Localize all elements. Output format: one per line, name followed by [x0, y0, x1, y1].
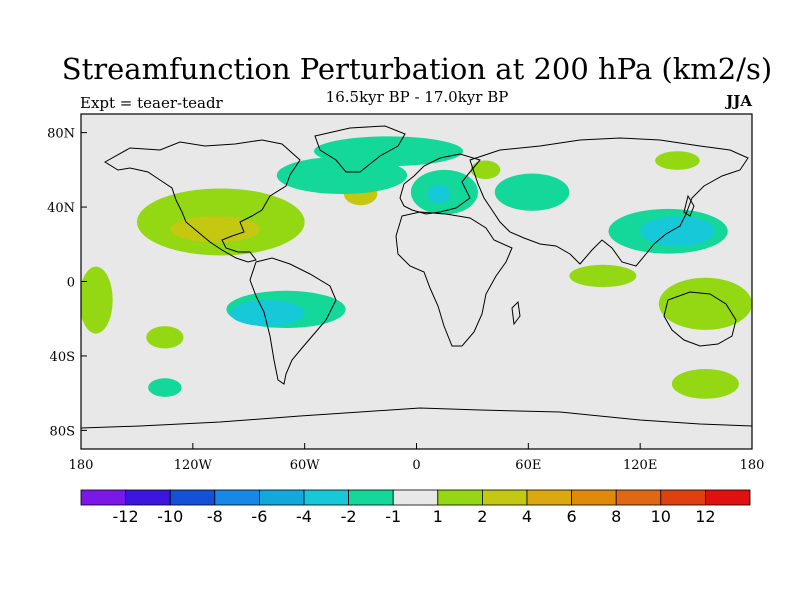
contour-region-australia-positive — [658, 277, 752, 330]
colorbar-swatch — [125, 489, 171, 506]
contour-region-indian-positive — [569, 264, 637, 288]
colorbar-label: -4 — [296, 507, 312, 526]
x-axis: 180 120W 60W 0 60E 120E 180 — [69, 443, 765, 473]
coastline-antarctica — [81, 407, 752, 429]
colorbar: -12 -10 -8 -6 -4 -2 -1 1 2 4 6 8 10 12 — [80, 489, 751, 526]
colorbar-swatch — [615, 489, 662, 506]
y-axis: 80N 40N 0 40S 80S — [47, 127, 87, 439]
y-tick-label: 80N — [47, 127, 75, 142]
colorbar-label: -1 — [385, 507, 401, 526]
coastline-madagascar — [511, 300, 521, 326]
colorbar-label: -8 — [207, 507, 223, 526]
colorbar-label: 2 — [477, 507, 487, 526]
x-tick-label: 120W — [174, 458, 213, 473]
contour-region-s-atlantic-negative-core — [230, 300, 305, 327]
colorbar-swatch — [80, 489, 126, 506]
coastline-asia — [469, 137, 749, 267]
colorbar-label: -2 — [341, 507, 357, 526]
colorbar-swatch — [437, 489, 483, 506]
coastline-australia — [663, 291, 737, 347]
colorbar-label: -12 — [113, 507, 139, 526]
contour-region-siberia-positive — [470, 160, 501, 180]
colorbar-label: 12 — [695, 507, 715, 526]
coastline-south-america — [249, 257, 337, 385]
colorbar-swatch — [169, 489, 216, 506]
colorbar-swatch — [348, 489, 394, 506]
colorbar-label: -10 — [157, 507, 183, 526]
x-tick-label: 180 — [740, 458, 765, 473]
colorbar-label: 8 — [611, 507, 621, 526]
colorbar-swatch — [526, 489, 572, 506]
colorbar-swatch — [303, 489, 349, 506]
coastline-japan — [683, 194, 695, 217]
contour-region-europe-negative-core — [427, 184, 451, 204]
colorbar-label: 4 — [522, 507, 532, 526]
y-tick-label: 40N — [47, 201, 75, 216]
season-label: JJA — [726, 92, 752, 110]
y-tick-label: 80S — [50, 424, 75, 439]
chart-subtitle: 16.5kyr BP - 17.0kyr BP — [325, 88, 509, 106]
colorbar-swatch — [705, 489, 751, 506]
contour-region-n-america-positive-core — [170, 216, 260, 243]
contour-region-w-pacific-negative-core — [640, 216, 715, 247]
contour-region-c-asia-negative — [494, 173, 570, 211]
coastline-layer — [81, 125, 752, 429]
coastline-africa — [395, 211, 513, 347]
colorbar-label: 1 — [433, 507, 443, 526]
colorbar-swatch — [258, 489, 305, 506]
contour-region-se-pacific-positive — [671, 368, 739, 399]
chart-title: Streamfunction Perturbation at 200 hPa (… — [61, 52, 773, 86]
y-tick-label: 40S — [50, 350, 75, 365]
experiment-label: Expt = teaer-teadr — [80, 94, 223, 112]
coastline-north-america — [104, 139, 301, 263]
colorbar-swatch — [660, 489, 706, 506]
x-tick-label: 60E — [515, 458, 541, 473]
x-tick-label: 60W — [290, 458, 321, 473]
colorbar-swatch — [392, 489, 439, 506]
colorbar-swatch — [214, 489, 260, 506]
colorbar-label: 6 — [567, 507, 577, 526]
map-background — [81, 114, 752, 449]
colorbar-swatch — [571, 489, 617, 506]
contour-fill-layer — [81, 136, 752, 399]
contour-region-e-pacific-positive — [81, 266, 113, 334]
x-tick-label: 180 — [69, 458, 94, 473]
contour-region-n-pacific-positive — [655, 151, 700, 170]
contour-region-s-pacific-positive — [146, 326, 184, 349]
y-tick-label: 0 — [67, 276, 75, 291]
x-tick-label: 120E — [623, 458, 657, 473]
colorbar-label: 10 — [651, 507, 671, 526]
contour-region-north-atlantic-negative — [276, 156, 408, 195]
contour-region-s-ocean-negative — [148, 378, 182, 397]
x-tick-label: 0 — [412, 458, 420, 473]
colorbar-swatch — [481, 489, 528, 506]
colorbar-label: -6 — [251, 507, 267, 526]
coastline-greenland — [314, 125, 406, 173]
